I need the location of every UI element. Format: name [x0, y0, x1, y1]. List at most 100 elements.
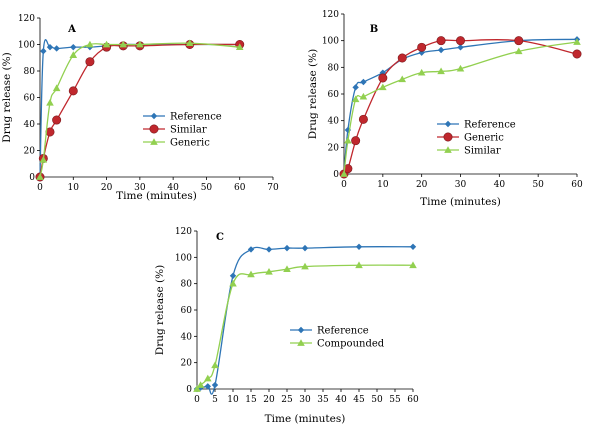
x-axis-label: Time (minutes)	[265, 413, 346, 425]
data-point	[409, 243, 417, 250]
data-point	[52, 84, 61, 92]
data-point	[417, 42, 427, 52]
data-point	[355, 261, 363, 269]
data-point	[301, 262, 309, 270]
data-point	[344, 126, 352, 134]
data-point	[301, 244, 309, 252]
y-tick-label: 60	[24, 94, 36, 104]
y-tick-label: 100	[18, 41, 35, 51]
data-point	[340, 170, 348, 177]
y-tick-label: 60	[328, 90, 340, 100]
data-point	[119, 40, 128, 48]
x-tick-label: 35	[317, 395, 329, 405]
data-point	[196, 381, 205, 388]
data-point	[352, 84, 359, 91]
legend-entry: Reference	[317, 326, 369, 337]
y-tick-label: 20	[328, 143, 340, 153]
x-tick-label: 70	[267, 183, 279, 193]
x-tick-label: 60	[407, 395, 419, 405]
data-point	[360, 78, 367, 86]
legend-swatch-marker	[297, 339, 305, 346]
data-point	[572, 49, 582, 59]
data-point	[85, 57, 95, 67]
y-tick-label: 80	[181, 280, 193, 290]
x-tick-label: 15	[245, 395, 257, 405]
data-point	[39, 155, 48, 163]
series-reference	[36, 39, 243, 181]
data-point	[456, 64, 465, 72]
y-tick-label: 100	[175, 253, 192, 263]
legend-swatch-marker	[149, 124, 159, 134]
panel-letter: C	[216, 232, 224, 243]
data-point	[102, 40, 111, 48]
data-point	[229, 279, 237, 287]
x-tick-label: 0	[194, 395, 200, 405]
x-tick-label: 30	[299, 395, 311, 405]
data-point	[69, 51, 78, 58]
data-point	[437, 46, 445, 54]
data-point	[378, 73, 388, 83]
y-tick-label: 0	[186, 385, 192, 395]
data-point	[437, 67, 445, 75]
y-axis-label: Drug release (%)	[307, 49, 319, 139]
legend: Reference Compounded	[290, 326, 385, 350]
y-tick-label: 120	[322, 10, 339, 20]
x-tick-label: 40	[335, 395, 347, 405]
data-point	[397, 53, 407, 63]
data-point	[185, 39, 194, 47]
x-tick-label: 40	[494, 180, 506, 190]
data-point	[344, 136, 352, 144]
data-point	[52, 115, 62, 125]
legend-entry: Similar	[464, 146, 501, 157]
x-tick-label: 20	[101, 183, 113, 193]
x-tick-label: 25	[281, 395, 293, 405]
data-point	[136, 40, 144, 48]
y-tick-label: 20	[181, 359, 193, 369]
data-point	[211, 361, 219, 369]
x-tick-label: 40	[167, 183, 179, 193]
x-axis-label: Time (minutes)	[116, 190, 197, 202]
legend-swatch-marker	[444, 120, 452, 128]
series-line	[343, 38, 578, 175]
data-point	[573, 38, 581, 45]
legend-swatch-marker	[444, 146, 452, 153]
y-tick-label: 40	[181, 332, 193, 342]
data-point	[417, 68, 426, 76]
x-tick-label: 0	[341, 180, 347, 190]
data-point	[355, 243, 363, 250]
series-similar	[340, 38, 581, 177]
legend-entry: Reference	[170, 112, 222, 123]
series-reference	[193, 243, 417, 395]
x-axis-label: Time (minutes)	[420, 196, 501, 208]
chart-panel-c: 0 20 40 60 80 100 120 0 5 10 15 20 25 30 35 40 45 50 55 60 T…	[154, 227, 419, 425]
y-tick-label: 80	[328, 63, 340, 73]
data-point	[86, 40, 94, 48]
legend-swatch-marker	[443, 132, 453, 142]
data-point	[229, 272, 237, 279]
x-tick-label: 5	[212, 395, 218, 405]
data-point	[46, 99, 54, 106]
data-point	[193, 385, 201, 392]
x-tick-label: 20	[416, 180, 428, 190]
series-generic	[36, 39, 244, 180]
x-tick-label: 50	[532, 180, 544, 190]
legend-entry: Compounded	[317, 339, 385, 350]
y-tick-label: 0	[29, 173, 35, 183]
x-tick-label: 30	[455, 180, 467, 190]
x-tick-label: 10	[68, 183, 80, 193]
series-compounded	[193, 261, 417, 392]
legend: Reference Similar Generic	[143, 112, 222, 149]
data-point	[343, 164, 353, 174]
legend-entry: Similar	[170, 125, 207, 136]
x-tick-label: 45	[353, 395, 365, 405]
data-point	[283, 244, 291, 252]
data-point	[351, 136, 361, 146]
data-point	[235, 43, 244, 50]
legend-entry: Reference	[464, 120, 516, 131]
y-tick-label: 60	[181, 306, 193, 316]
y-tick-label: 120	[18, 14, 35, 24]
series-reference	[340, 36, 581, 178]
data-point	[70, 43, 77, 51]
x-tick-label: 20	[263, 395, 275, 405]
